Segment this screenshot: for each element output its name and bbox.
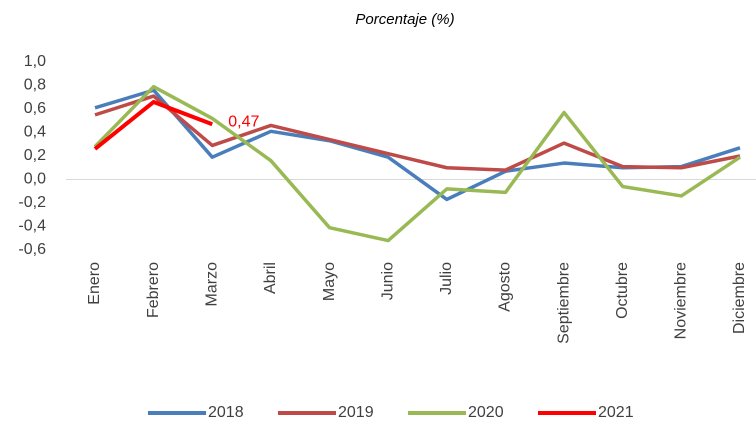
x-tick-label: Julio	[438, 262, 455, 295]
legend-label: 2020	[468, 404, 504, 421]
x-tick-label: Octubre	[614, 262, 631, 319]
x-tick-label: Febrero	[145, 262, 162, 318]
x-tick-label: Junio	[379, 262, 396, 300]
x-tick-label: Abril	[262, 262, 279, 294]
y-tick-label: -0,6	[18, 241, 46, 258]
legend-label: 2018	[208, 404, 244, 421]
x-tick-label: Marzo	[203, 262, 220, 307]
y-tick-label: 0,6	[24, 100, 46, 117]
series-line	[94, 94, 741, 172]
series-line	[93, 99, 213, 151]
y-tick-label: 1,0	[24, 53, 46, 70]
legend-label: 2019	[338, 404, 374, 421]
y-tick-label: -0,2	[18, 194, 46, 211]
y-tick-label: -0,4	[18, 218, 46, 235]
y-tick-label: 0,8	[24, 77, 46, 94]
data-label: 0,47	[228, 113, 259, 130]
legend-label: 2021	[598, 404, 634, 421]
y-tick-label: 0,0	[24, 171, 46, 188]
x-tick-label: Mayo	[321, 262, 338, 301]
x-tick-label: Enero	[86, 262, 103, 305]
series-line	[93, 84, 741, 243]
y-tick-label: 0,4	[24, 124, 46, 141]
x-tick-label: Septiembre	[555, 262, 572, 344]
x-tick-label: Agosto	[497, 262, 514, 312]
y-tick-label: 0,2	[24, 147, 46, 164]
x-tick-label: Diciembre	[731, 262, 748, 334]
x-tick-label: Noviembre	[673, 262, 690, 339]
chart-title: Porcentaje (%)	[355, 11, 454, 28]
